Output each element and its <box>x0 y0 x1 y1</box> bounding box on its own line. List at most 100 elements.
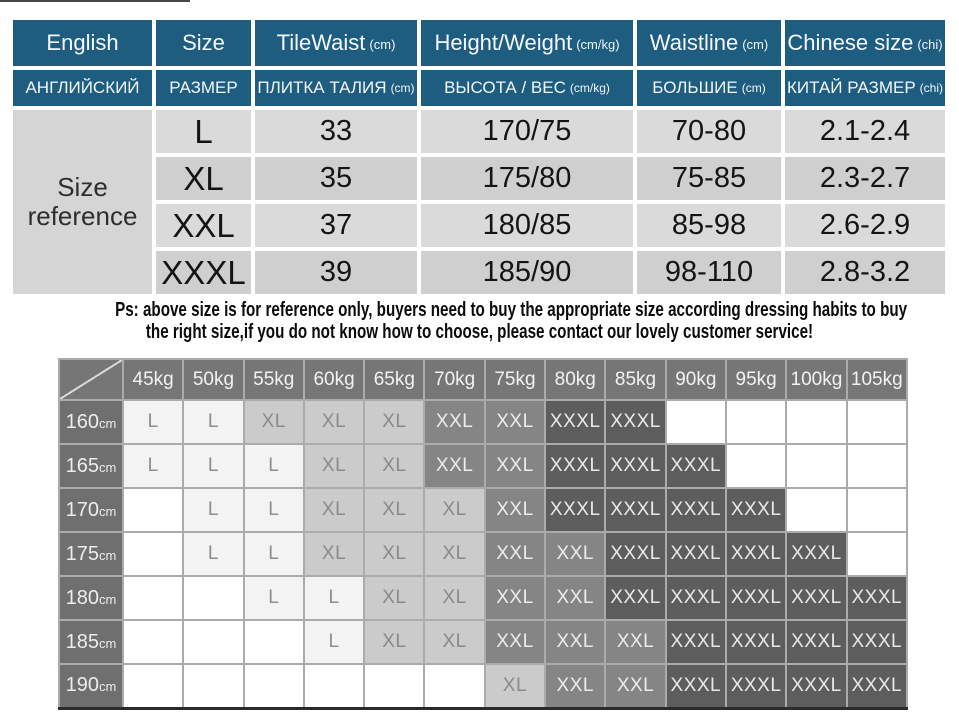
column-header-russian: ПЛИТКА ТАЛИЯ (cm) <box>255 70 417 106</box>
ref-cell-height-weight: 170/75 <box>421 110 633 153</box>
column-header-english: Size <box>156 20 251 66</box>
ref-cell-tile-waist: 39 <box>255 251 417 294</box>
matrix-cell-empty <box>724 443 788 489</box>
matrix-cell-xxl: XXL <box>423 399 486 445</box>
header-unit: (cm) <box>390 81 415 95</box>
matrix-weight-header: 75kg <box>483 358 547 401</box>
column-header-english: TileWaist (cm) <box>255 20 417 66</box>
matrix-cell-xl: XL <box>302 399 366 445</box>
top-crop-line <box>0 0 190 2</box>
matrix-cell-empty <box>664 399 727 445</box>
matrix-cell-xxl: XXL <box>544 663 607 709</box>
ref-cell-waistline: 98-110 <box>637 251 781 294</box>
ref-cell-size: XXXL <box>156 251 251 294</box>
header-unit: (chi) <box>917 36 943 52</box>
height-number: 175 <box>65 542 100 565</box>
matrix-cell-xxl: XXL <box>604 663 667 709</box>
header-label: Chinese size <box>787 30 914 55</box>
column-header-russian: БОЛЬШИЕ (cm) <box>637 70 781 106</box>
matrix-corner-diagonal-cell <box>58 358 124 401</box>
column-header-russian: КИТАЙ РАЗМЕР (chi) <box>785 70 945 106</box>
matrix-cell-l: L <box>182 399 245 445</box>
height-unit: cm <box>99 459 117 475</box>
matrix-cell-xxl: XXL <box>483 531 547 577</box>
height-number: 170 <box>65 498 100 521</box>
ref-cell-size: XXL <box>156 204 251 247</box>
matrix-header-row: 45kg 50kg 55kg 60kg 65kg 70kg 75kg 80kg 85kg 90kg… <box>58 358 909 401</box>
matrix-cell-l: L <box>302 619 366 665</box>
matrix-cell-l: L <box>242 443 305 489</box>
matrix-cell-xxxl: XXXL <box>664 663 727 709</box>
matrix-cell-empty <box>242 663 305 709</box>
matrix-cell-xxxl: XXXL <box>604 575 667 621</box>
matrix-cell-l: L <box>182 487 245 533</box>
matrix-cell-l: L <box>242 531 305 577</box>
size-note-line1: Ps: above size is for reference only, bu… <box>115 299 908 321</box>
header-label: КИТАЙ РАЗМЕР <box>786 78 916 97</box>
matrix-cell-xl: XL <box>363 531 426 577</box>
matrix-weight-header: 85kg <box>604 358 667 401</box>
height-unit: cm <box>99 635 117 651</box>
matrix-cell-xxxl: XXXL <box>845 663 909 709</box>
matrix-cell-xl: XL <box>363 487 426 533</box>
matrix-cell-empty <box>121 531 185 577</box>
matrix-cell-xl: XL <box>302 487 366 533</box>
matrix-cell-xxl: XXL <box>483 575 547 621</box>
matrix-cell-empty <box>363 663 426 709</box>
matrix-cell-xxxl: XXXL <box>604 399 667 445</box>
header-label: Size <box>182 30 225 55</box>
matrix-cell-xxl: XXL <box>423 443 486 489</box>
matrix-cell-xxxl: XXXL <box>664 487 727 533</box>
matrix-weight-header: 55kg <box>242 358 305 401</box>
matrix-cell-empty <box>121 619 185 665</box>
matrix-cell-l: L <box>242 487 305 533</box>
ref-cell-height-weight: 180/85 <box>421 204 633 247</box>
height-unit: cm <box>99 591 117 607</box>
header-label: АНГЛИЙСКИЙ <box>25 78 140 97</box>
height-unit: cm <box>99 547 117 563</box>
matrix-cell-empty <box>302 663 366 709</box>
column-header-english: Height/Weight (cm/kg) <box>421 20 633 66</box>
column-header-russian: РАЗМЕР <box>156 70 251 106</box>
matrix-cell-empty <box>845 399 909 445</box>
header-label: English <box>46 30 119 55</box>
matrix-cell-l: L <box>182 443 245 489</box>
matrix-cell-xxl: XXL <box>604 619 667 665</box>
matrix-row: 190cm XL XXL XXL XXXL XXXL XXXL XXXL <box>58 663 909 709</box>
matrix-cell-xxxl: XXXL <box>664 619 727 665</box>
matrix-cell-xl: XL <box>423 487 486 533</box>
matrix-cell-empty <box>845 531 909 577</box>
matrix-cell-xxxl: XXXL <box>604 443 667 489</box>
matrix-cell-xxl: XXL <box>544 619 607 665</box>
ref-cell-tile-waist: 33 <box>255 110 417 153</box>
ref-cell-chinese-size: 2.1-2.4 <box>785 110 945 153</box>
header-label: Waistline <box>649 30 739 55</box>
size-reference-table: Size reference English Size TileWaist (cm) H… <box>13 20 945 294</box>
matrix-cell-empty <box>845 443 909 489</box>
matrix-cell-xxxl: XXXL <box>544 487 607 533</box>
matrix-cell-xl: XL <box>423 575 486 621</box>
matrix-cell-empty <box>785 443 848 489</box>
column-header-english: Waistline (cm) <box>637 20 781 66</box>
matrix-cell-xxl: XXL <box>483 399 547 445</box>
matrix-cell-empty <box>121 487 185 533</box>
matrix-cell-xxxl: XXXL <box>785 575 848 621</box>
matrix-cell-empty <box>785 399 848 445</box>
ref-cell-waistline: 85-98 <box>637 204 781 247</box>
matrix-cell-empty <box>242 619 305 665</box>
matrix-cell-l: L <box>182 531 245 577</box>
matrix-height-label: 170cm <box>58 487 124 533</box>
matrix-cell-xxxl: XXXL <box>845 575 909 621</box>
matrix-cell-xxxl: XXXL <box>664 531 727 577</box>
matrix-cell-xl: XL <box>363 443 426 489</box>
matrix-weight-header: 65kg <box>363 358 426 401</box>
size-reference-label: Size reference <box>13 110 152 294</box>
matrix-cell-empty <box>182 575 245 621</box>
matrix-cell-xxxl: XXXL <box>724 531 788 577</box>
matrix-cell-empty <box>845 487 909 533</box>
column-header-english: English <box>13 20 152 66</box>
header-label: ПЛИТКА ТАЛИЯ <box>257 78 387 97</box>
matrix-cell-xl: XL <box>363 619 426 665</box>
matrix-cell-empty <box>121 575 185 621</box>
